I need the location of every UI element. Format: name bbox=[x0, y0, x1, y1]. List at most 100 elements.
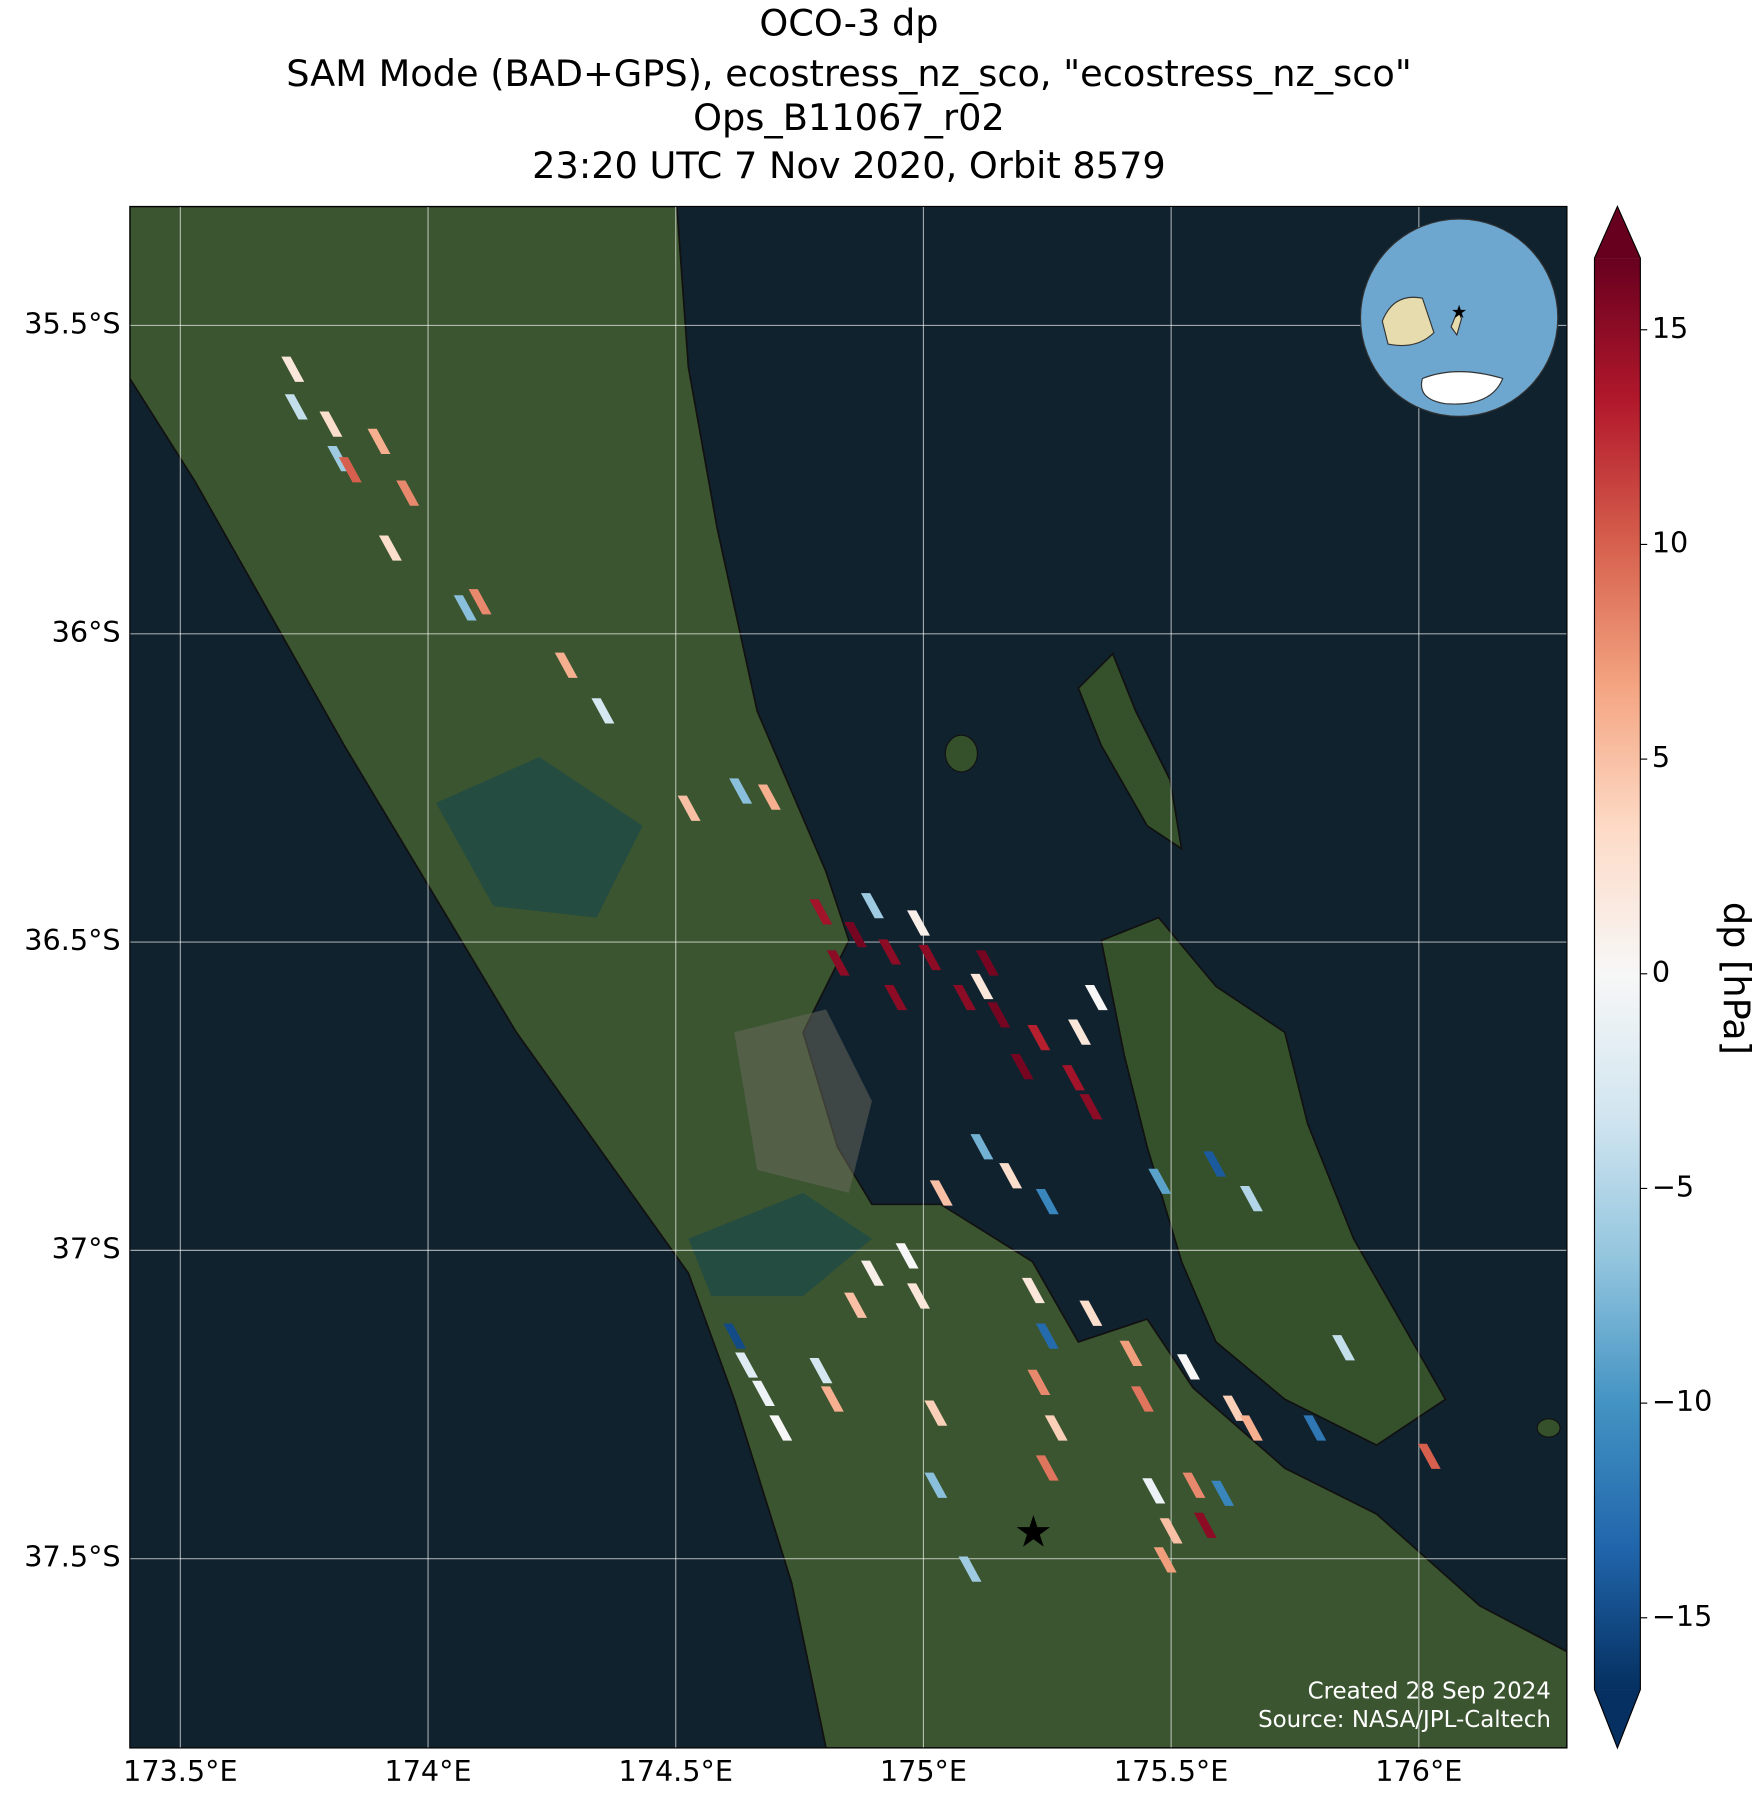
sounding-cell bbox=[1148, 1168, 1172, 1194]
sounding-cell bbox=[1239, 1185, 1263, 1212]
sounding-cell bbox=[1027, 1369, 1051, 1395]
sounding-cell bbox=[970, 973, 994, 1000]
sounding-cell bbox=[1159, 1518, 1183, 1544]
new-zealand bbox=[1450, 308, 1463, 337]
island bbox=[1536, 1418, 1561, 1438]
sounding-cell bbox=[284, 394, 308, 420]
sounding-cell bbox=[1035, 1323, 1059, 1349]
sounding-cell bbox=[918, 944, 942, 971]
colorbar-tick-label: 10 bbox=[1652, 525, 1688, 559]
sounding-cell bbox=[1303, 1415, 1327, 1441]
y-tick-label: 35.5°S bbox=[24, 306, 120, 340]
sounding-cell bbox=[1222, 1395, 1246, 1421]
sounding-cell bbox=[958, 1556, 982, 1582]
sounding-cell bbox=[844, 922, 868, 948]
colorbar-extend-min bbox=[1594, 1689, 1641, 1748]
sounding-cell bbox=[723, 1323, 747, 1349]
sounding-cell bbox=[820, 1386, 844, 1412]
sounding-cell bbox=[809, 1357, 833, 1384]
sounding-cell bbox=[1130, 1386, 1154, 1412]
sounding-cell bbox=[468, 589, 492, 615]
sounding-cell bbox=[1142, 1478, 1166, 1504]
sounding-cell bbox=[1062, 1065, 1086, 1091]
sounding-cell bbox=[999, 1163, 1023, 1189]
sounding-cell bbox=[1079, 1300, 1103, 1326]
colorbar-tick-label: −5 bbox=[1652, 1169, 1694, 1203]
sounding-cell bbox=[953, 984, 977, 1011]
antarctica bbox=[1420, 371, 1504, 405]
sounding-cell bbox=[1239, 1415, 1263, 1441]
sounding-cell bbox=[1211, 1480, 1235, 1506]
sounding-cell bbox=[826, 950, 850, 976]
colorbar-tick-label: 5 bbox=[1652, 740, 1670, 774]
sounding-cell bbox=[1079, 1094, 1103, 1120]
x-tick-label: 175.5°E bbox=[1114, 1754, 1228, 1788]
island bbox=[944, 734, 978, 773]
sounding-cell bbox=[1332, 1335, 1356, 1361]
sounding-cell bbox=[1035, 1189, 1059, 1215]
globe-inset: ★ bbox=[1359, 218, 1559, 417]
target-marker: ★ bbox=[1014, 1508, 1053, 1558]
sounding-cell bbox=[895, 1243, 919, 1269]
x-tick-label: 176°E bbox=[1375, 1754, 1462, 1788]
sounding-cell bbox=[987, 1002, 1011, 1028]
sounding-cell bbox=[860, 1260, 884, 1286]
sounding-cell bbox=[878, 939, 902, 965]
sounding-cell bbox=[554, 652, 578, 678]
sounding-cell bbox=[1153, 1547, 1177, 1573]
sounding-cell bbox=[735, 1352, 759, 1378]
title: OCO-3 dp bbox=[759, 2, 938, 45]
sounding-cell bbox=[975, 950, 999, 976]
sounding-cell bbox=[1027, 1025, 1051, 1051]
sounding-cell bbox=[907, 910, 930, 936]
sounding-cell bbox=[751, 1380, 775, 1407]
sounding-cell bbox=[453, 595, 477, 621]
map-frame bbox=[129, 205, 1568, 1749]
basemap: ★ ★ Created 28 Sep 2024 Source: NASA/JPL… bbox=[129, 206, 1567, 1748]
island bbox=[1077, 652, 1183, 851]
sounding-cell bbox=[1203, 1151, 1227, 1177]
colorbar-tick-label: 0 bbox=[1652, 955, 1670, 989]
y-tick-label: 37°S bbox=[52, 1231, 121, 1265]
sounding-cell bbox=[1193, 1512, 1217, 1538]
globe-marker: ★ bbox=[1451, 302, 1467, 323]
colorbar-label: dp [hPa] bbox=[1715, 902, 1758, 1055]
sounding-cell bbox=[1084, 984, 1108, 1011]
annotation: Source: NASA/JPL-Caltech bbox=[1258, 1707, 1551, 1733]
sounding-cell bbox=[1021, 1277, 1045, 1304]
sounding-cell bbox=[729, 778, 753, 804]
annotation: Created 28 Sep 2024 bbox=[1308, 1678, 1551, 1704]
australia bbox=[1381, 296, 1435, 347]
sounding-cell bbox=[907, 1283, 930, 1309]
sounding-cell bbox=[1177, 1354, 1200, 1380]
colorbar-tick-label: −10 bbox=[1652, 1384, 1712, 1418]
colorbar-body bbox=[1594, 258, 1641, 1690]
sounding-cell bbox=[396, 480, 420, 506]
sounding-cell bbox=[367, 428, 391, 454]
sounding-cell bbox=[769, 1415, 793, 1441]
title: Ops_B11067_r02 bbox=[693, 96, 1005, 139]
sounding-cell bbox=[1119, 1340, 1143, 1366]
y-tick-label: 36°S bbox=[52, 615, 121, 649]
sounding-cell bbox=[591, 698, 615, 724]
sounding-cell bbox=[757, 784, 781, 810]
sounding-cell bbox=[677, 795, 701, 821]
harbour bbox=[688, 1192, 872, 1297]
sounding-cell bbox=[884, 984, 908, 1011]
y-tick-label: 37.5°S bbox=[24, 1540, 120, 1574]
sounding-cell bbox=[1010, 1054, 1034, 1080]
sounding-cell bbox=[1417, 1443, 1441, 1469]
sounding-cell bbox=[1044, 1415, 1068, 1441]
title: 23:20 UTC 7 Nov 2020, Orbit 8579 bbox=[532, 144, 1166, 187]
sounding-cell bbox=[970, 1134, 994, 1160]
colorbar-tick-label: 15 bbox=[1652, 311, 1688, 345]
sounding-cell bbox=[378, 535, 402, 561]
sounding-cell bbox=[809, 899, 833, 925]
x-tick-label: 174.5°E bbox=[618, 1754, 732, 1788]
x-tick-label: 173.5°E bbox=[123, 1754, 237, 1788]
sounding-cell bbox=[1035, 1455, 1059, 1481]
sounding-cell bbox=[860, 893, 884, 919]
sounding-cell bbox=[924, 1400, 948, 1426]
sounding-cell bbox=[924, 1472, 948, 1498]
